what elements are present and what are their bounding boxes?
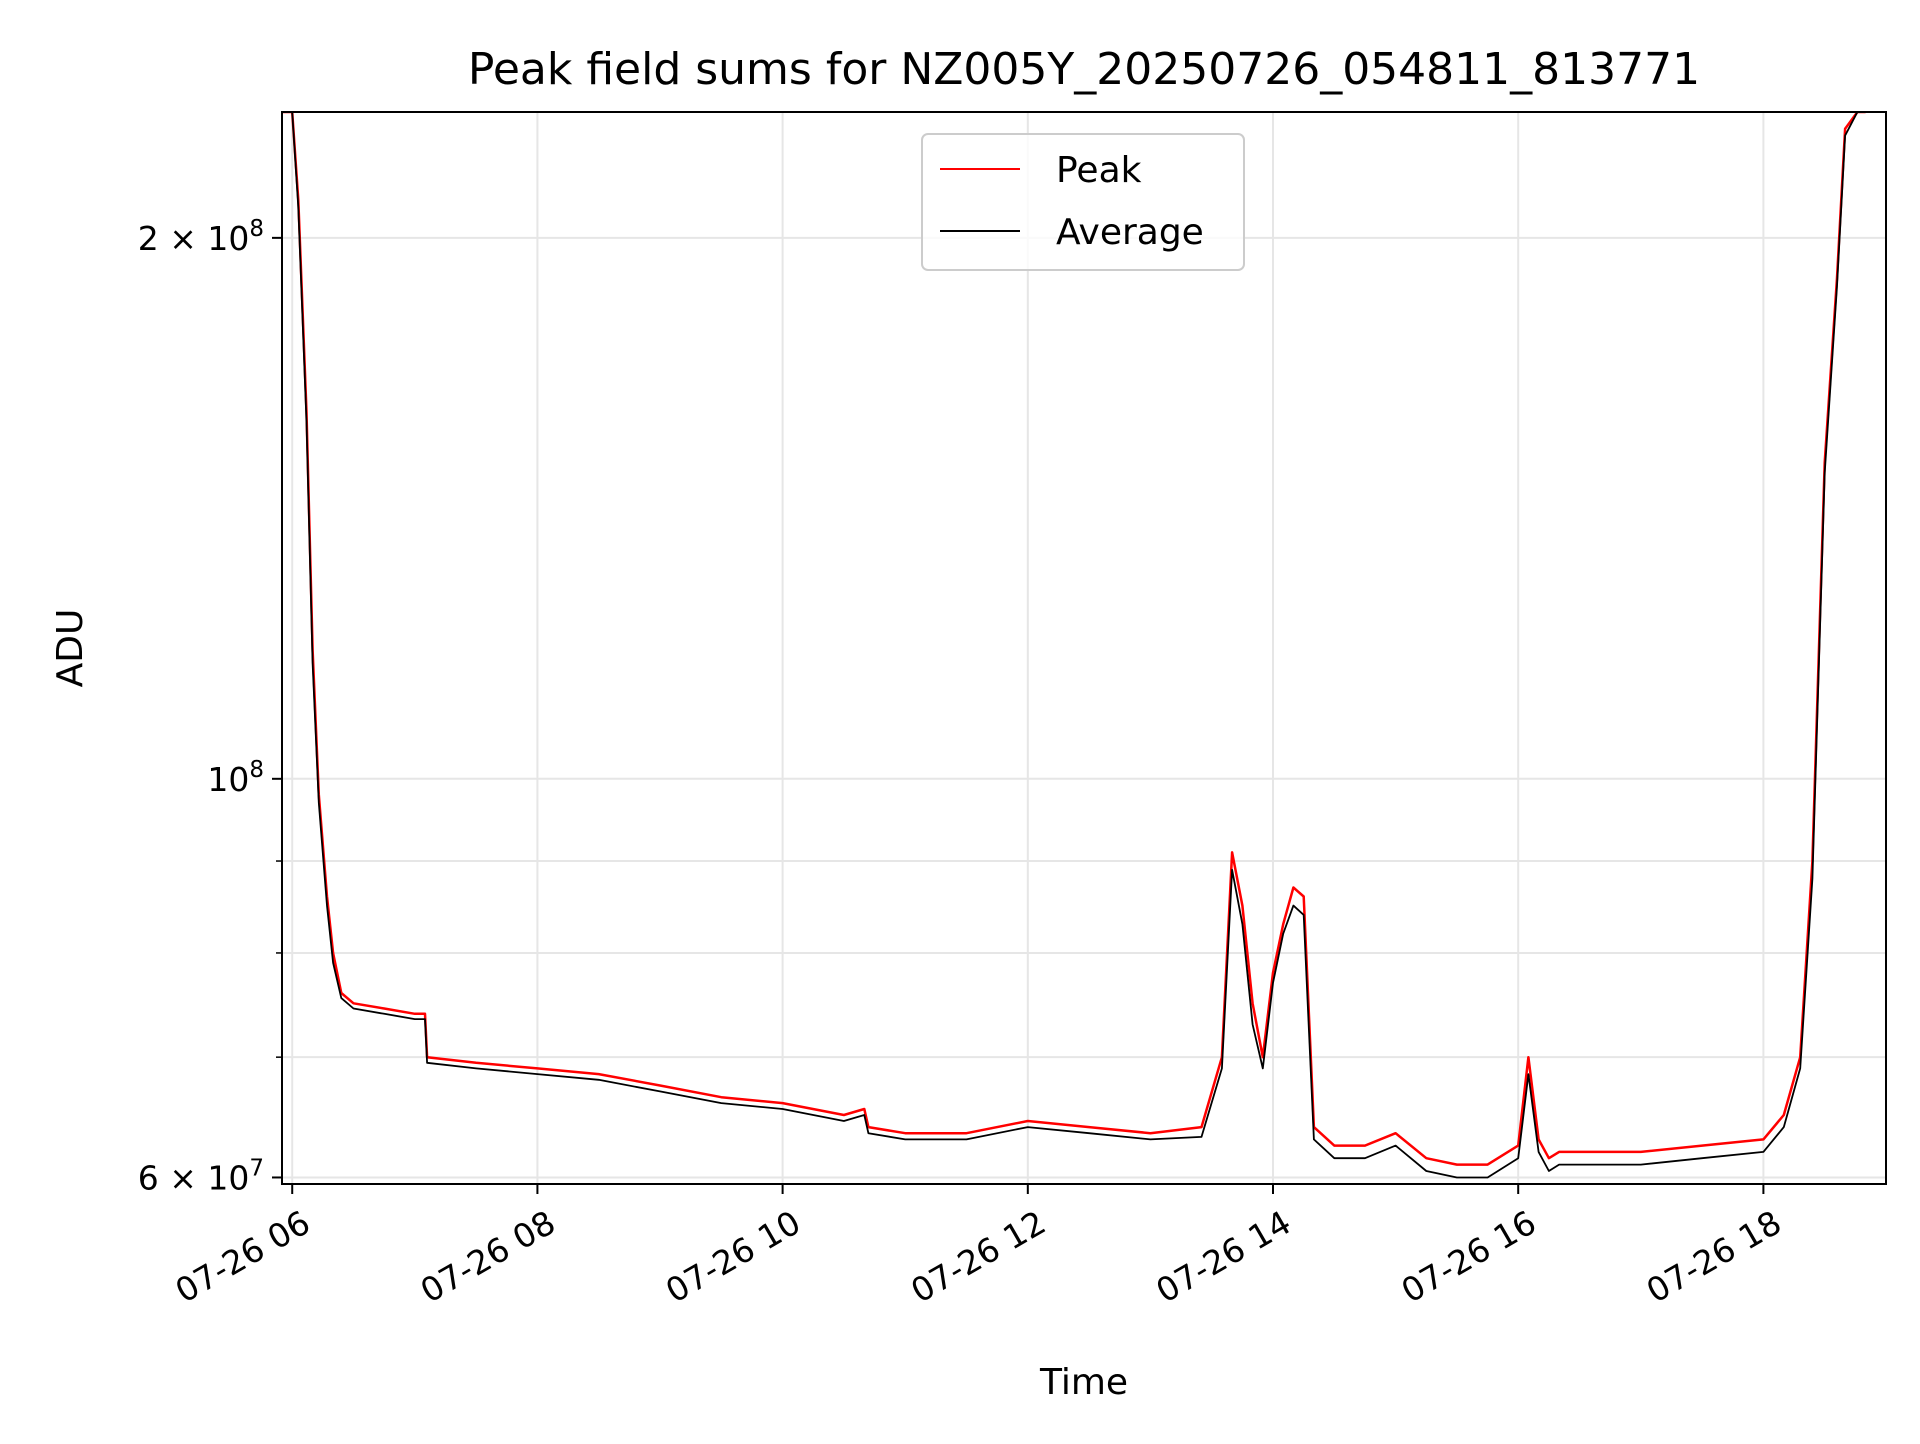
y-tick-label: 108 [207, 757, 264, 799]
y-tick-label-base: 10 [207, 760, 249, 799]
legend: Peak Average [921, 133, 1245, 271]
series-line-average [282, 112, 1866, 1179]
y-tick-label-exponent: 7 [249, 1155, 264, 1181]
y-tick-label-base: 6 × 10 [138, 1158, 250, 1197]
y-tick-label: 2 × 108 [138, 216, 264, 258]
y-tick-label-base: 2 × 10 [138, 219, 250, 258]
legend-label-average: Average [1056, 212, 1204, 253]
chart-title: Peak field sums for NZ005Y_20250726_0548… [468, 44, 1700, 95]
series-layer [282, 112, 1866, 1179]
y-tick-label: 6 × 107 [138, 1155, 264, 1197]
y-tick-label-exponent: 8 [249, 757, 264, 783]
y-tick-label-exponent: 8 [249, 216, 264, 242]
x-axis-label: Time [1039, 1362, 1128, 1403]
legend-label-peak: Peak [1056, 150, 1142, 191]
y-axis-label: ADU [50, 609, 91, 688]
series-line-peak [282, 112, 1866, 1166]
plot-frame [281, 111, 1887, 1185]
